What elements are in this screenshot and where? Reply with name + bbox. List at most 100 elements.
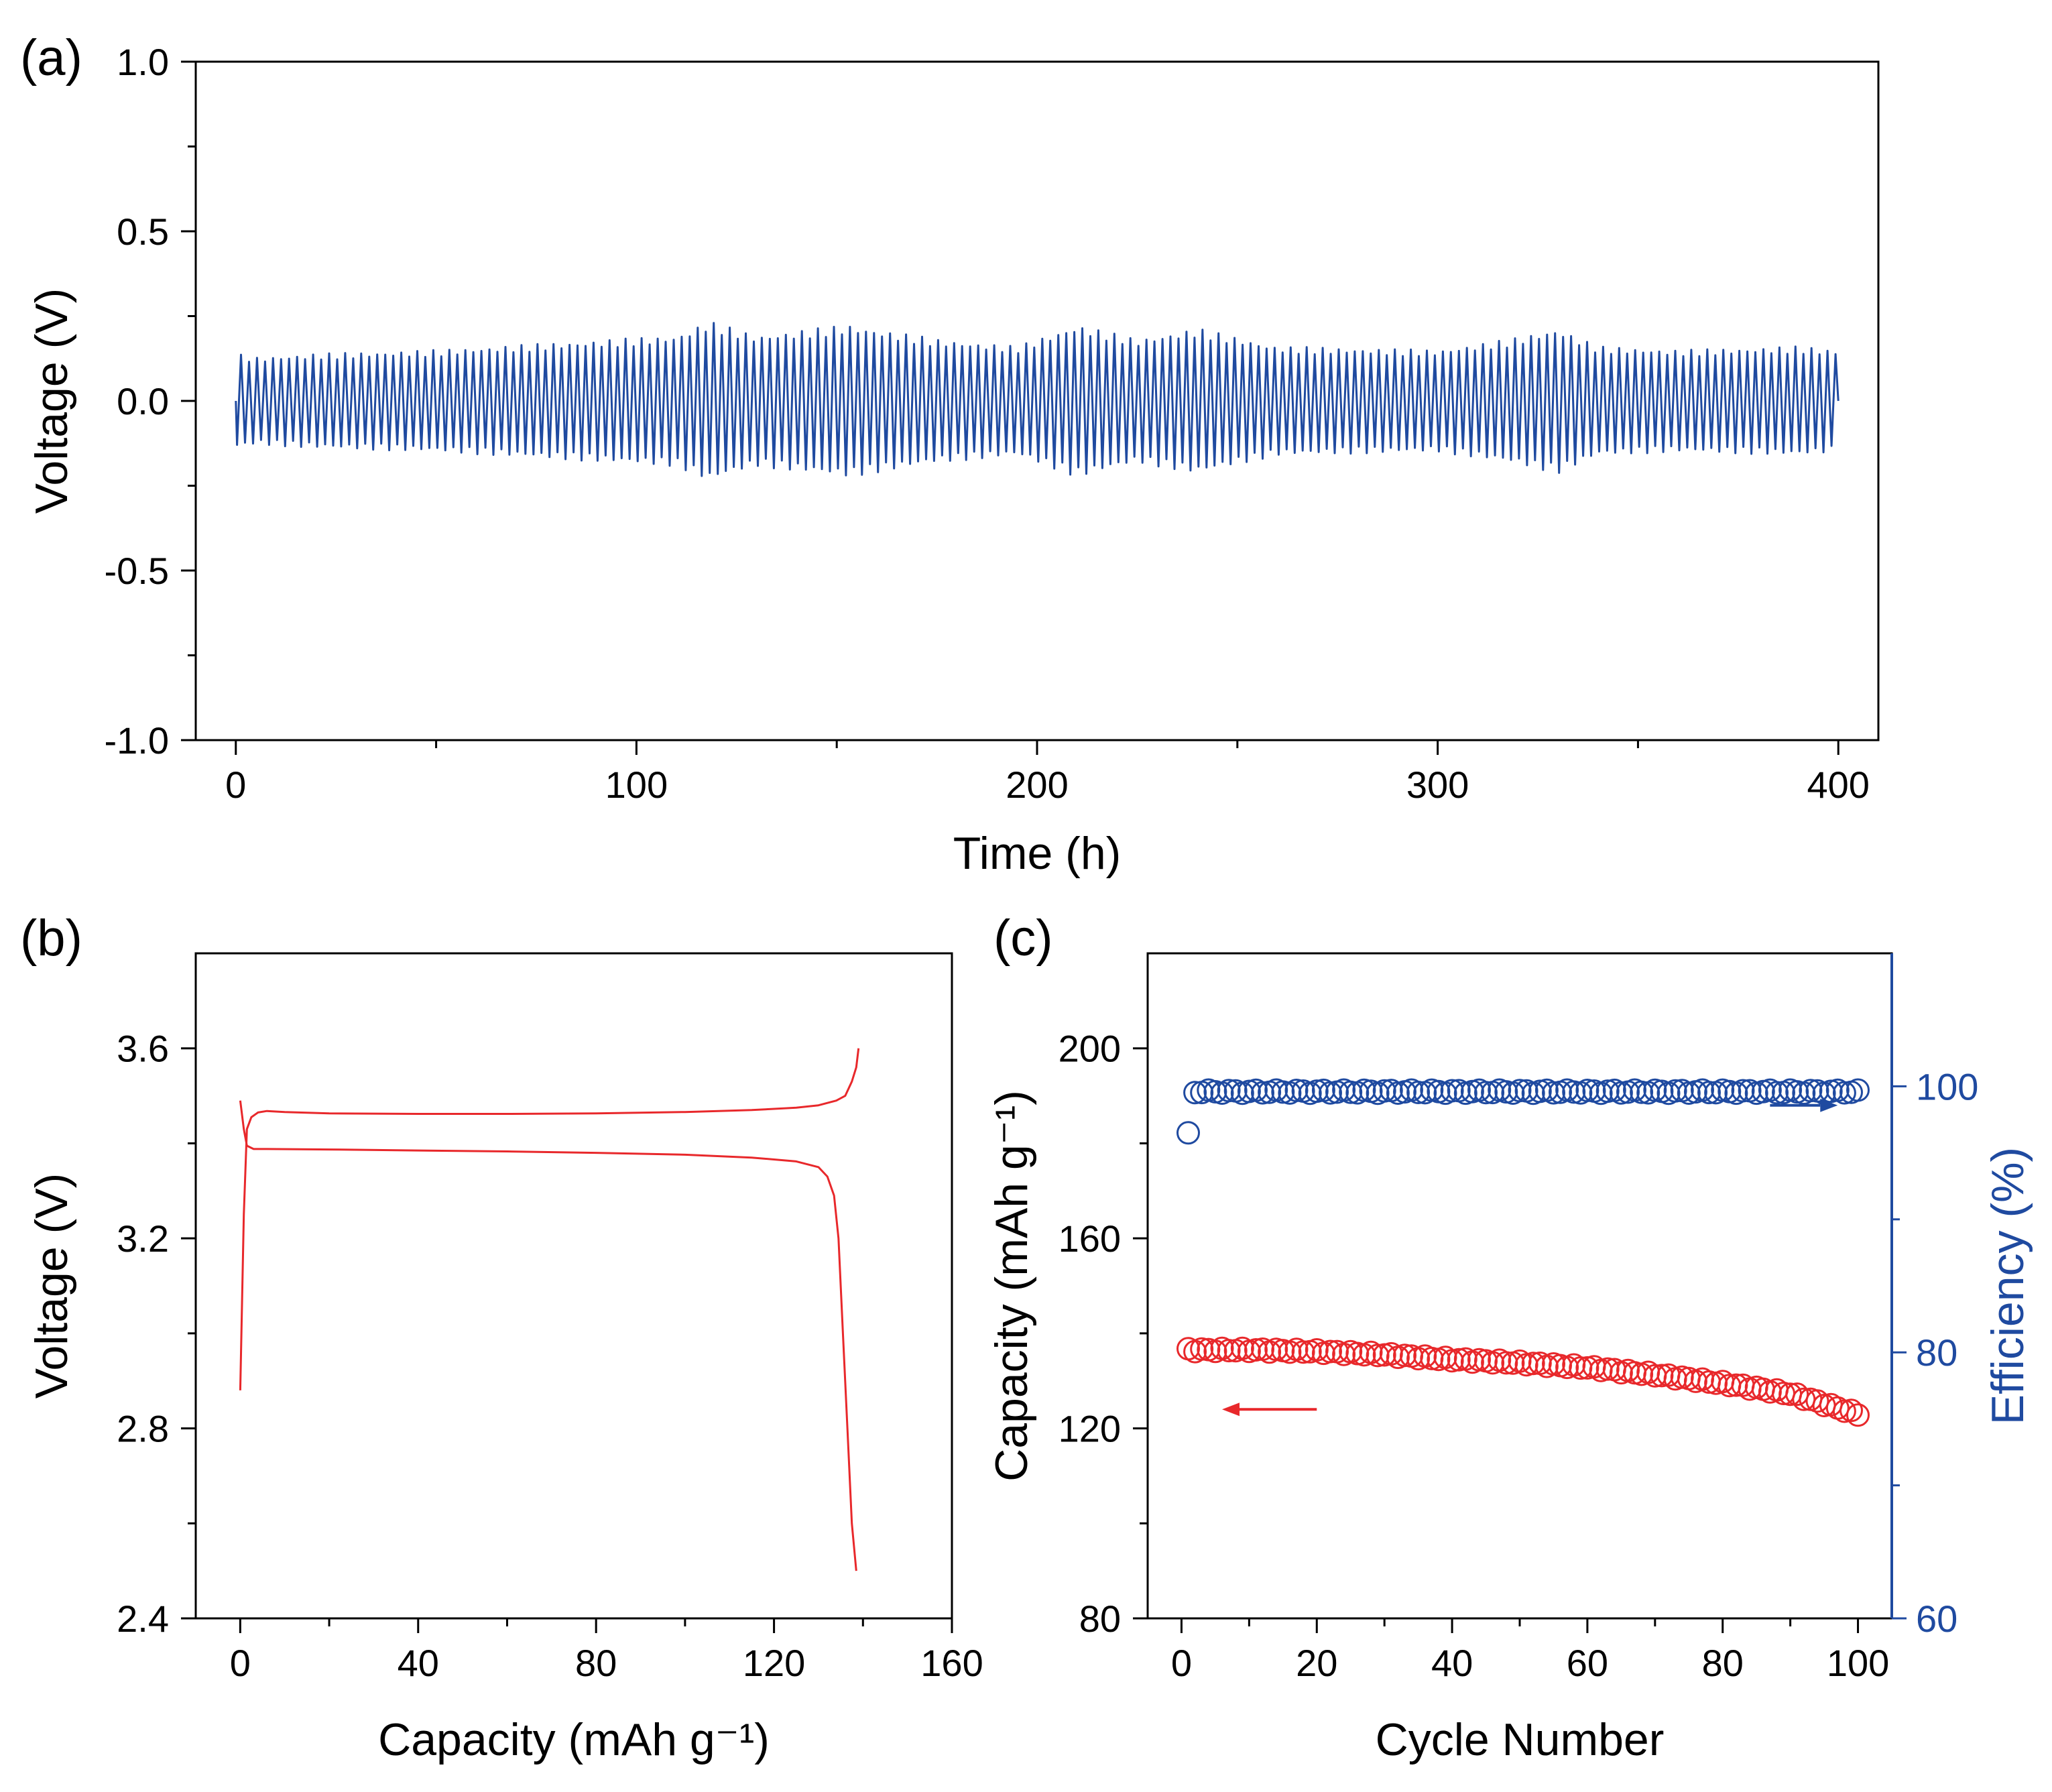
efficiency-point (1319, 1081, 1342, 1105)
axis-ticks-a: 0 100 200 300 400 -1.0 -0.5 0.0 0.5 1.0 (105, 41, 1870, 806)
capacity-point (1805, 1389, 1829, 1413)
efficiency-point (1284, 1079, 1309, 1102)
y-tick-label-a: 1.0 (117, 41, 169, 83)
x-tick-label-b: 80 (575, 1642, 617, 1684)
panel-label-a: (a) (20, 29, 82, 86)
panel-label-b: (b) (20, 910, 82, 967)
efficiency-point (1731, 1079, 1755, 1103)
efficiency-point (1697, 1081, 1721, 1105)
y-tick-label-c: 80 (1079, 1598, 1121, 1640)
capacity-point (1244, 1338, 1268, 1362)
x-tick-label-c: 60 (1567, 1642, 1608, 1684)
efficiency-point (1832, 1081, 1856, 1105)
y-tick-label-a: -1.0 (105, 719, 170, 762)
capacity-point (1521, 1352, 1545, 1376)
efficiency-point (1630, 1080, 1654, 1104)
panel-a: (a) 0 100 200 300 400 -1.0 -0.5 0.0 0.5 1.0 Time … (20, 29, 1880, 879)
capacity-point (1319, 1339, 1342, 1364)
series-c (1176, 1078, 1870, 1427)
y2-tick-label: 60 (1916, 1598, 1957, 1640)
x-tick-label-a: 0 (225, 764, 246, 806)
charge-curve-line (239, 1048, 860, 1390)
efficiency-point (1528, 1079, 1552, 1103)
capacity-point (1839, 1398, 1863, 1423)
y2-tick-label: 80 (1916, 1331, 1957, 1374)
panel-b: (b) 0 40 80 120 160 2.4 2.8 3.2 3.6 Capacity (mA… (20, 910, 983, 1765)
efficiency-point (1271, 1080, 1295, 1104)
x-tick-label-c: 100 (1827, 1642, 1889, 1684)
x-tick-label-a: 300 (1406, 764, 1469, 806)
efficiency-point (1799, 1079, 1823, 1103)
x-axis-title-b: Capacity (mAh g⁻¹) (378, 1714, 770, 1765)
y-tick-label-b: 2.8 (117, 1408, 169, 1450)
y2-axis-title-c: Efficiency (%) (1982, 1147, 2033, 1425)
y-tick-label-a: -0.5 (105, 550, 170, 592)
efficiency-point (1372, 1079, 1396, 1103)
series-a (235, 322, 1839, 477)
efficiency-point (1406, 1081, 1431, 1104)
efficiency-point (1595, 1079, 1620, 1103)
capacity-point (1190, 1337, 1214, 1361)
capacity-point (1650, 1364, 1674, 1388)
capacity-point (1575, 1356, 1600, 1380)
series-b (239, 1048, 860, 1571)
efficiency-point (1474, 1081, 1498, 1105)
x-tick-label-c: 0 (1171, 1642, 1192, 1684)
plot-frame-c (1146, 952, 1893, 1620)
capacity-point (1832, 1399, 1856, 1423)
efficiency-point (1352, 1078, 1376, 1102)
efficiency-point (1819, 1079, 1843, 1103)
panel-c: (c) 0 20 40 60 80 100 80 120 160 200 60 80 100 Cycle… (986, 910, 2033, 1765)
efficiency-point (1643, 1078, 1667, 1102)
efficiency-point (1183, 1081, 1207, 1105)
y-tick-label-c: 120 (1059, 1408, 1121, 1450)
x-tick-label-b: 0 (230, 1642, 251, 1684)
capacity-point (1846, 1403, 1870, 1427)
y2-tick-label: 100 (1916, 1065, 1978, 1108)
panel-label-c: (c) (993, 910, 1053, 967)
capacity-point (1467, 1348, 1491, 1372)
efficiency-point (1542, 1081, 1565, 1105)
efficiency-point (1217, 1079, 1241, 1103)
capacity-point (1785, 1382, 1809, 1407)
efficiency-point (1176, 1121, 1200, 1145)
x-tick-label-c: 20 (1296, 1642, 1337, 1684)
x-tick-label-a: 400 (1807, 764, 1870, 806)
x-tick-label-a: 100 (605, 764, 668, 806)
x-tick-label-c: 40 (1431, 1642, 1473, 1684)
x-tick-label-a: 200 (1006, 764, 1068, 806)
efficiency-point (1589, 1081, 1613, 1106)
discharge-curve-line (239, 1100, 857, 1571)
x-tick-label-b: 40 (398, 1642, 439, 1684)
capacity-point (1447, 1348, 1471, 1372)
efficiency-point (1298, 1081, 1322, 1106)
y-tick-label-b: 3.6 (117, 1028, 169, 1070)
y-axis-title-b: Voltage (V) (26, 1173, 77, 1398)
y-tick-label-b: 3.2 (117, 1217, 169, 1260)
efficiency-point (1846, 1078, 1870, 1102)
efficiency-point (1440, 1079, 1464, 1103)
x-tick-label-c: 80 (1702, 1642, 1744, 1684)
efficiency-point (1765, 1081, 1789, 1105)
plot-frame-b (194, 952, 953, 1620)
capacity-arrow-head (1222, 1402, 1240, 1417)
capacity-point (1291, 1340, 1315, 1364)
capacity-point (1372, 1343, 1396, 1367)
efficiency-arrow-head (1820, 1098, 1838, 1112)
capacity-point (1595, 1357, 1620, 1381)
y-tick-label-c: 200 (1059, 1028, 1121, 1070)
efficiency-point (1663, 1079, 1687, 1103)
y-axis-title-a: Voltage (V) (26, 288, 77, 514)
voltage-trace-line (235, 322, 1839, 477)
y-tick-label-a: 0.0 (117, 380, 169, 422)
x-axis-title-a: Time (h) (953, 828, 1122, 879)
x-tick-label-b: 160 (920, 1642, 983, 1684)
x-axis-title-c: Cycle Number (1376, 1714, 1665, 1765)
y-tick-label-c: 160 (1059, 1217, 1121, 1260)
efficiency-point (1575, 1079, 1600, 1102)
x-tick-label-b: 120 (743, 1642, 805, 1684)
efficiency-point (1562, 1080, 1586, 1104)
axis-ticks-b: 0 40 80 120 160 2.4 2.8 3.2 3.6 (117, 1028, 983, 1684)
efficiency-point (1251, 1081, 1274, 1105)
